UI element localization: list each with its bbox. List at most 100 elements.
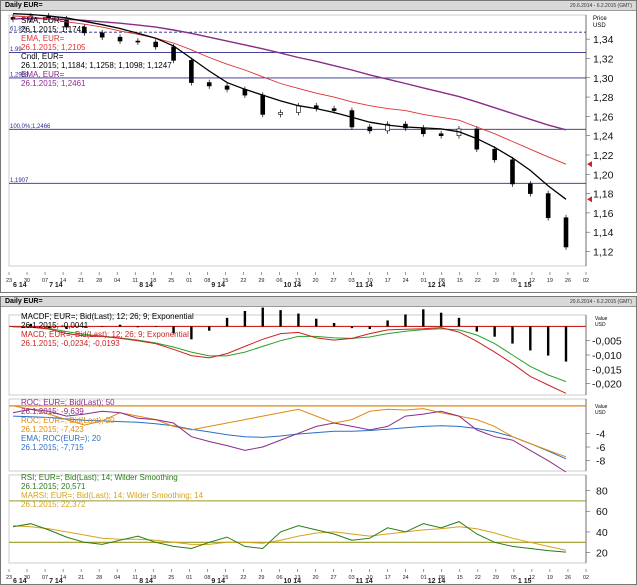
price-x-tick-label: 28: [96, 278, 102, 284]
price-panel: Daily EUR= 20.6.2014 - 6.2.2015 (GMT) 1,…: [0, 0, 637, 293]
candle-body: [206, 82, 212, 87]
price-x-tick-label: 29: [258, 278, 264, 284]
price-reference-label: 61.8%: [10, 27, 28, 33]
indicator-x-month-label: 10 14: [283, 578, 301, 585]
candle-body: [117, 36, 123, 42]
macd-histogram-bar: [529, 326, 532, 351]
indicator-x-tick-label: 18: [150, 575, 156, 581]
price-x-month-label: 10 14: [283, 282, 301, 289]
macd-histogram-bar: [297, 313, 300, 327]
indicator-chart[interactable]: -0,005 -0,010 -0,015 -0,020 -4 -6 -8 20 40 60 80 23…: [1, 307, 637, 585]
price-x-tick-label: 17: [385, 278, 391, 284]
price-panel-range: 20.6.2014 - 6.2.2015 (GMT): [570, 3, 632, 9]
indicator-x-tick-label: 25: [168, 575, 174, 581]
macd-histogram-bar: [11, 326, 15, 327]
price-legend-value: 26.1.2015; 1,1741: [21, 25, 86, 34]
rsi-line: [12, 521, 567, 553]
price-marker: [587, 196, 592, 203]
candle-body: [367, 126, 373, 132]
price-x-tick-label: 08: [439, 278, 445, 284]
candle-body: [438, 133, 444, 136]
indicator-x-tick-label: 29: [258, 575, 264, 581]
indicator-x-tick-label: 12: [529, 575, 535, 581]
macd-histogram-bar: [83, 326, 86, 328]
price-x-tick-label: 01: [421, 278, 427, 284]
price-x-tick-label: 04: [114, 278, 120, 284]
price-y-tick-label: 1,32: [593, 53, 614, 65]
candle-body: [528, 183, 533, 194]
price-x-month-label: 1 15: [518, 282, 532, 289]
indicator-x-tick-label: 24: [403, 575, 409, 581]
macd-histogram-bar: [332, 323, 336, 327]
price-x-tick-label: 02: [583, 278, 589, 284]
roc-y-tick-label: -4: [596, 428, 605, 440]
macd-histogram-bar: [65, 326, 68, 329]
rsi-y-tick-label: 20: [596, 548, 608, 560]
price-x-tick-label: 12: [529, 278, 535, 284]
indicator-x-month-label: 11 14: [356, 578, 373, 585]
candle-body: [331, 108, 337, 111]
sma-line: [12, 12, 567, 200]
macd-histogram-bar: [243, 311, 247, 327]
indicator-x-tick-label: 20: [312, 575, 318, 581]
price-y-tick-label: 1,12: [593, 247, 614, 259]
macd-histogram-bar: [47, 326, 50, 329]
price-y-tick-label: 1,28: [593, 92, 614, 104]
price-reference-label: 1.99: [10, 47, 22, 53]
candle-body: [171, 46, 176, 61]
candle-body: [492, 148, 497, 161]
price-y-tick-label: 1,30: [593, 73, 614, 85]
rsi-y-tick-label: 40: [596, 527, 608, 539]
indicator-x-tick-label: 30: [24, 575, 30, 581]
macd-histogram-bar: [511, 326, 514, 344]
indicator-x-tick-label: 22: [475, 575, 481, 581]
price-x-tick-label: 08: [204, 278, 210, 284]
macd-histogram-bar: [368, 326, 371, 329]
macd-histogram-bar: [350, 326, 354, 329]
indicator-x-tick-label: 06: [276, 575, 282, 581]
price-x-month-label: 6 14: [13, 282, 27, 289]
price-x-month-label: 9 14: [211, 282, 225, 289]
roc-legend-value: 26.1.2015; -9,639: [21, 407, 84, 416]
macd-histogram-bar: [136, 326, 140, 328]
roc50-line: [12, 408, 567, 473]
price-legend-entry: EMA, EUR=: [21, 34, 65, 43]
candle-body: [510, 159, 515, 185]
roc-y-tick-label: -8: [596, 456, 605, 468]
indicator-x-month-label: 1 15: [518, 578, 532, 585]
macd-histogram-bar: [386, 320, 389, 327]
price-x-tick-label: 22: [475, 278, 481, 284]
price-x-tick-label: 21: [78, 278, 84, 284]
macd-histogram-bar: [457, 317, 461, 327]
indicator-x-tick-label: 08: [204, 575, 210, 581]
rsi-plot-area: [8, 474, 587, 564]
price-reference-label: 100,0%;1,2466: [10, 124, 51, 130]
price-x-tick-label: 19: [547, 278, 553, 284]
macd-histogram-bar: [564, 326, 568, 362]
macd-histogram-bar: [172, 326, 175, 334]
roc-legend-entry: ROC; EUR=; Bid(Last); 20: [21, 416, 115, 425]
indicator-x-tick-label: 19: [547, 575, 553, 581]
price-x-month-label: 12 14: [428, 282, 446, 289]
macd-y-tick-label: -0,010: [592, 350, 622, 362]
roc-legend-value: 26.1.2015; -7,715: [21, 443, 84, 452]
roc20-line: [12, 405, 567, 458]
roc-legend-value: 26.1.2015; -7,423: [21, 425, 84, 434]
macd-legend-entry: MACDF; EUR=; Bid(Last); 12; 26; 9; Expon…: [21, 312, 194, 321]
macd-legend: MACDF; EUR=; Bid(Last); 12; 26; 9; Expon…: [21, 312, 194, 348]
price-x-tick-label: 01: [186, 278, 192, 284]
price-legend: SMA, EUR= 26.1.2015; 1,1741 EMA, EUR= 26.1.…: [21, 16, 172, 88]
price-header: Price USD: [593, 16, 607, 29]
candle-body: [385, 123, 390, 132]
indicator-x-month-label: 12 14: [428, 578, 446, 585]
price-chart[interactable]: 1,12 1,14 1,16 1,18 1,20 1,22 1,24 1,26 1,28 1,30…: [1, 11, 637, 293]
macd-legend-value: 26.1.2015; -0,0041: [21, 321, 89, 330]
price-x-tick-label: 05: [511, 278, 517, 284]
macd-histogram-bar: [225, 317, 229, 327]
candle-body: [99, 32, 105, 38]
ema-short-line: [12, 15, 567, 165]
price-y-tick-label: 1,16: [593, 208, 614, 220]
indicator-x-tick-label: 03: [349, 575, 355, 581]
macd-histogram-bar: [422, 309, 425, 327]
macd-histogram-bar: [493, 326, 496, 337]
